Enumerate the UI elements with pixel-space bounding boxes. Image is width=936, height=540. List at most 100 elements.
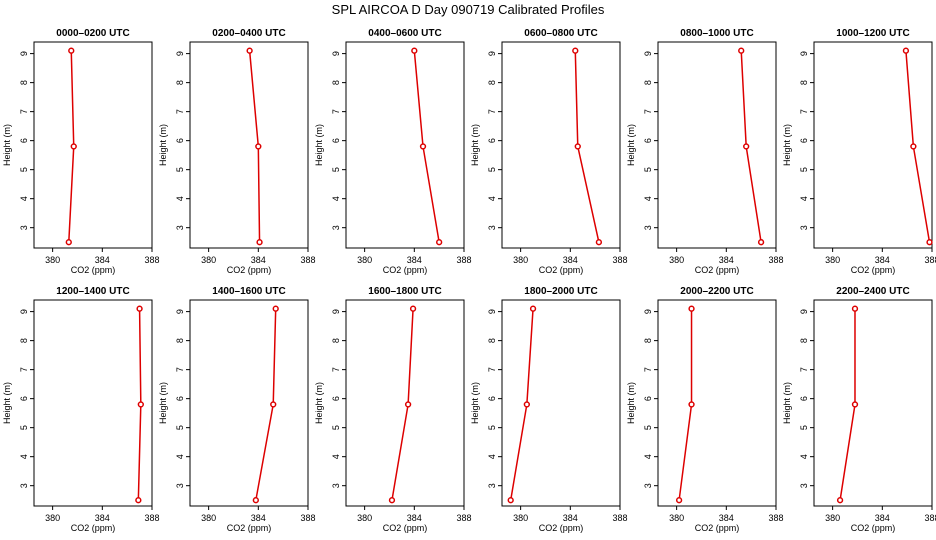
data-point xyxy=(137,401,144,408)
x-tick-label: 388 xyxy=(612,513,627,523)
y-tick-label: 7 xyxy=(175,367,185,372)
data-point xyxy=(270,401,277,408)
x-tick-label: 388 xyxy=(612,255,627,265)
x-tick-label: 380 xyxy=(825,255,840,265)
y-tick-label: 6 xyxy=(799,396,809,401)
y-tick-label: 4 xyxy=(331,454,341,459)
y-tick-label: 7 xyxy=(643,109,653,114)
panel-title: 1200–1400 UTC xyxy=(56,286,129,297)
x-axis-label: CO2 (ppm) xyxy=(695,523,740,533)
panel-title: 0600–0800 UTC xyxy=(524,28,597,39)
y-tick-label: 5 xyxy=(331,425,341,430)
y-tick-label: 5 xyxy=(643,167,653,172)
y-axis-label: Height (m) xyxy=(470,124,480,166)
plot-frame xyxy=(813,41,933,249)
y-tick-label: 6 xyxy=(643,138,653,143)
y-tick-label: 4 xyxy=(175,454,185,459)
x-axis-label: CO2 (ppm) xyxy=(227,523,272,533)
data-point xyxy=(388,497,396,504)
plot-frame xyxy=(657,41,777,249)
y-tick-label: 6 xyxy=(331,138,341,143)
y-tick-label: 8 xyxy=(175,338,185,343)
panel-3: 0400–0600 UTC 380 384 388 CO2 (ppm) 3 4 5 6 7 8 9 He… xyxy=(314,28,472,275)
y-tick-label: 5 xyxy=(487,425,497,430)
chart-main-title: SPL AIRCOA D Day 090719 Calibrated Profi… xyxy=(331,2,605,17)
panel-12: 2200–2400 UTC 380 384 388 CO2 (ppm) 3 4 5 6 7 8 9 He… xyxy=(782,286,936,533)
y-tick-label: 4 xyxy=(643,196,653,201)
data-point xyxy=(851,305,859,312)
data-point xyxy=(409,305,417,312)
y-tick-label: 3 xyxy=(487,483,497,488)
x-tick-label: 380 xyxy=(201,513,216,523)
data-point xyxy=(910,143,917,150)
y-tick-label: 4 xyxy=(487,196,497,201)
x-tick-label: 388 xyxy=(144,513,159,523)
y-tick-label: 7 xyxy=(487,109,497,114)
x-tick-label: 388 xyxy=(768,255,783,265)
y-axis-label: Height (m) xyxy=(782,124,792,166)
x-tick-label: 384 xyxy=(875,513,890,523)
y-tick-label: 5 xyxy=(487,167,497,172)
y-tick-label: 3 xyxy=(799,225,809,230)
data-point xyxy=(836,497,844,504)
y-tick-label: 9 xyxy=(331,309,341,314)
panel-title: 1600–1800 UTC xyxy=(368,286,441,297)
y-tick-label: 7 xyxy=(19,367,29,372)
panel-9: 1600–1800 UTC 380 384 388 CO2 (ppm) 3 4 5 6 7 8 9 He… xyxy=(314,286,472,533)
data-point xyxy=(738,47,745,54)
x-tick-label: 388 xyxy=(300,255,315,265)
panel-5: 0800–1000 UTC 380 384 388 CO2 (ppm) 3 4 5 6 7 8 9 He… xyxy=(626,28,784,275)
x-axis-label: CO2 (ppm) xyxy=(539,523,584,533)
data-point xyxy=(902,47,910,54)
data-point xyxy=(523,401,530,408)
panel-title: 0400–0600 UTC xyxy=(368,28,441,39)
y-axis-label: Height (m) xyxy=(2,382,12,424)
panel-2: 0200–0400 UTC 380 384 388 CO2 (ppm) 3 4 5 6 7 8 9 He… xyxy=(158,28,316,275)
x-tick-label: 388 xyxy=(924,255,936,265)
y-tick-label: 5 xyxy=(799,425,809,430)
y-axis-label: Height (m) xyxy=(626,124,636,166)
y-tick-label: 8 xyxy=(799,338,809,343)
y-tick-label: 3 xyxy=(175,225,185,230)
y-tick-label: 3 xyxy=(643,483,653,488)
x-axis-label: CO2 (ppm) xyxy=(227,265,272,275)
y-tick-label: 8 xyxy=(643,80,653,85)
y-tick-label: 6 xyxy=(19,138,29,143)
y-tick-label: 4 xyxy=(19,196,29,201)
y-axis-label: Height (m) xyxy=(626,382,636,424)
plot-frame xyxy=(501,41,621,249)
x-tick-label: 380 xyxy=(825,513,840,523)
x-tick-label: 384 xyxy=(407,255,422,265)
panel-title: 2200–2400 UTC xyxy=(836,286,909,297)
y-axis-label: Height (m) xyxy=(782,382,792,424)
y-tick-label: 3 xyxy=(643,225,653,230)
x-axis-label: CO2 (ppm) xyxy=(851,265,896,275)
data-point xyxy=(574,143,581,150)
panel-title: 0200–0400 UTC xyxy=(212,28,285,39)
x-axis-label: CO2 (ppm) xyxy=(851,523,896,533)
y-tick-label: 8 xyxy=(799,80,809,85)
y-tick-label: 7 xyxy=(799,367,809,372)
data-point xyxy=(256,239,263,246)
y-tick-label: 4 xyxy=(643,454,653,459)
panel-title: 1000–1200 UTC xyxy=(836,28,909,39)
profile-line xyxy=(413,50,440,243)
y-tick-label: 3 xyxy=(19,225,29,230)
x-tick-label: 380 xyxy=(201,255,216,265)
data-point xyxy=(926,239,933,246)
data-point xyxy=(529,305,537,312)
y-tick-label: 8 xyxy=(19,80,29,85)
data-point xyxy=(252,497,259,504)
y-axis-label: Height (m) xyxy=(2,124,12,166)
y-axis-label: Height (m) xyxy=(158,382,168,424)
y-tick-label: 5 xyxy=(175,425,185,430)
y-tick-label: 9 xyxy=(799,51,809,56)
x-axis-label: CO2 (ppm) xyxy=(539,265,584,275)
plot-frame xyxy=(189,41,309,249)
y-tick-label: 3 xyxy=(331,225,341,230)
y-tick-label: 6 xyxy=(331,396,341,401)
y-tick-label: 5 xyxy=(799,167,809,172)
x-tick-label: 388 xyxy=(300,513,315,523)
panel-title: 0000–0200 UTC xyxy=(56,28,129,39)
y-tick-label: 8 xyxy=(175,80,185,85)
